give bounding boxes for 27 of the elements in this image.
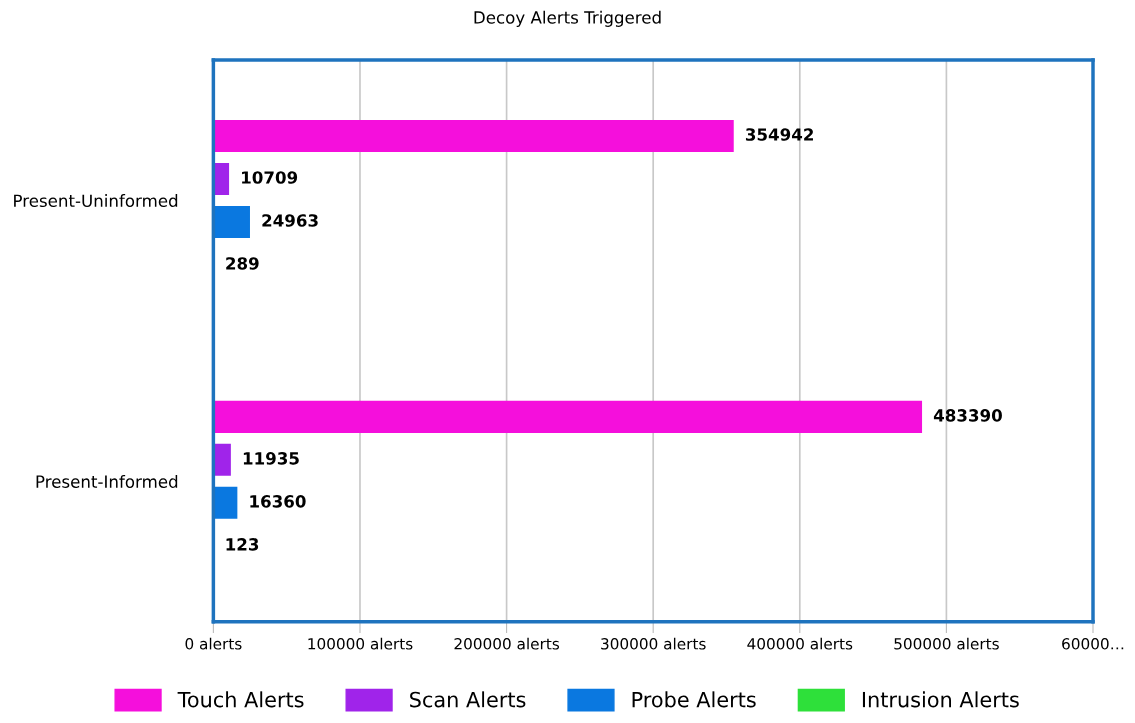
data-label: 24963 xyxy=(262,214,318,227)
x-tick-label: 200000 alerts xyxy=(454,637,560,650)
data-label: 10709 xyxy=(242,171,298,184)
x-tick-label: 500000 alerts xyxy=(894,637,999,650)
y-tick-label: Present-Informed xyxy=(36,475,178,488)
y-tick-label: Present-Uninformed xyxy=(14,194,178,208)
legend-label: Probe Alerts xyxy=(632,691,756,708)
data-label: 483390 xyxy=(933,409,1002,422)
data-label: 11935 xyxy=(243,452,299,465)
legend-label: Touch Alerts xyxy=(177,691,304,708)
bar xyxy=(213,400,923,433)
legend-label: Scan Alerts xyxy=(410,691,526,708)
bar xyxy=(213,486,238,519)
bar xyxy=(213,205,250,238)
x-tick-label: 60000… xyxy=(1062,638,1124,650)
x-tick-label: 0 alerts xyxy=(185,637,242,650)
data-label: 289 xyxy=(226,257,259,270)
bar xyxy=(213,443,231,476)
bar xyxy=(213,119,734,152)
data-label: 16360 xyxy=(250,495,306,508)
x-tick-label: 400000 alerts xyxy=(747,637,853,650)
data-label: 354942 xyxy=(745,128,813,141)
chart-title: Decoy Alerts Triggered xyxy=(474,10,661,27)
x-tick-label: 100000 alerts xyxy=(308,637,413,650)
data-label: 123 xyxy=(226,538,259,551)
legend-label: Intrusion Alerts xyxy=(862,691,1019,708)
x-tick-label: 300000 alerts xyxy=(601,637,706,650)
